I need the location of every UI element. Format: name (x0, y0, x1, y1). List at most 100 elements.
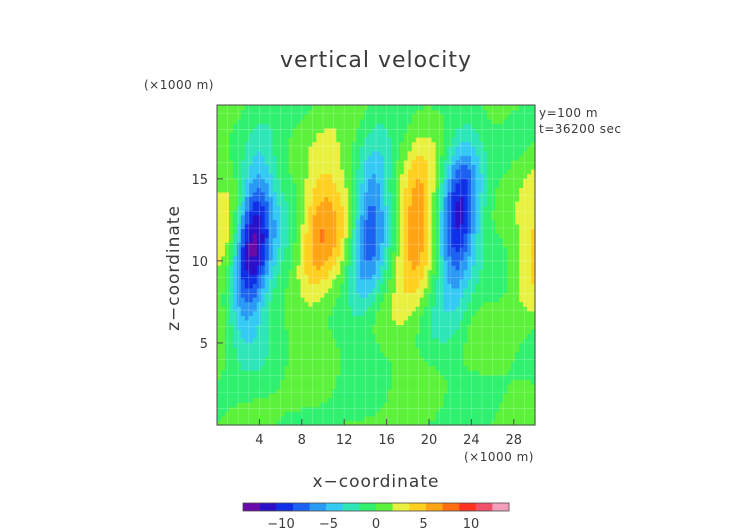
heatmap-cell (431, 411, 437, 417)
heatmap-cell (463, 402, 469, 408)
heatmap-cell (296, 411, 302, 417)
heatmap-cell (403, 415, 409, 422)
heatmap-cell (268, 233, 274, 239)
heatmap-cell (383, 164, 389, 170)
heatmap-cell (379, 196, 385, 202)
heatmap-cell (383, 297, 389, 303)
heatmap-cell (391, 237, 397, 243)
heatmap-cell (443, 251, 449, 257)
heatmap-cell (256, 292, 262, 298)
heatmap-cell (308, 233, 313, 239)
heatmap-cell (280, 374, 286, 380)
heatmap-cell (324, 306, 329, 312)
heatmap-cell (391, 406, 397, 412)
heatmap-cell (387, 260, 393, 266)
heatmap-cell (220, 342, 226, 348)
heatmap-cell (320, 150, 325, 156)
heatmap-cell (415, 338, 421, 344)
heatmap-cell (308, 255, 313, 262)
heatmap-cell (300, 242, 306, 248)
heatmap-cell (308, 283, 313, 289)
heatmap-cell (292, 141, 298, 147)
heatmap-cell (336, 146, 341, 152)
heatmap-cell (503, 150, 508, 156)
heatmap-cell (503, 361, 508, 367)
heatmap-cell (224, 246, 230, 252)
heatmap-cell (523, 292, 528, 298)
heatmap-cell (296, 315, 302, 321)
heatmap-cell (268, 178, 274, 184)
heatmap-cell (272, 191, 278, 198)
heatmap-cell (507, 347, 512, 353)
heatmap-cell (304, 315, 310, 321)
heatmap-cell (523, 278, 528, 284)
heatmap-cell (312, 342, 317, 348)
heatmap-cell (264, 292, 270, 298)
heatmap-cell (479, 351, 484, 358)
heatmap-cell (431, 164, 437, 170)
heatmap-cell (459, 237, 465, 243)
heatmap-cell (272, 141, 278, 147)
heatmap-cell (360, 260, 365, 266)
heatmap-cell (324, 137, 329, 143)
heatmap-cell (443, 402, 449, 408)
heatmap-cell (531, 365, 536, 371)
heatmap-cell (491, 361, 496, 367)
heatmap-cell (387, 283, 393, 289)
heatmap-cell (292, 159, 298, 166)
heatmap-cell (312, 278, 317, 284)
heatmap-cell (503, 155, 508, 161)
heatmap-cell (387, 146, 393, 152)
heatmap-cell (487, 287, 492, 294)
heatmap-cell (284, 342, 290, 348)
heatmap-cell (364, 146, 369, 152)
heatmap-cell (499, 210, 504, 216)
heatmap-cell (483, 383, 488, 390)
heatmap-cell (344, 347, 349, 353)
heatmap-cell (364, 219, 369, 225)
heatmap-cell (296, 361, 302, 367)
heatmap-cell (332, 278, 337, 284)
heatmap-cell (328, 292, 333, 298)
heatmap-cell (447, 361, 453, 367)
heatmap-cell (459, 292, 465, 298)
heatmap-cell (467, 201, 472, 207)
heatmap-cell (300, 319, 306, 326)
heatmap-cell (344, 269, 349, 275)
heatmap-cell (276, 255, 282, 262)
heatmap-cell (312, 388, 317, 394)
heatmap-cell (228, 137, 234, 143)
y-axis-unit: (×1000 m) (144, 78, 214, 92)
heatmap-cell (376, 255, 381, 262)
heatmap-cell (232, 310, 238, 316)
heatmap-cell (332, 324, 337, 330)
heatmap-cell (236, 242, 242, 248)
heatmap-cell (439, 182, 445, 188)
heatmap-cell (368, 223, 373, 230)
heatmap-cell (356, 283, 361, 289)
heatmap-cell (256, 283, 262, 289)
heatmap-cell (276, 265, 282, 271)
heatmap-cell (336, 306, 341, 312)
heatmap-cell (348, 361, 353, 367)
heatmap-cell (308, 187, 313, 193)
heatmap-cell (443, 383, 449, 390)
heatmap-cell (503, 201, 508, 207)
heatmap-cell (344, 370, 349, 376)
heatmap-cell (407, 214, 413, 220)
heatmap-cell (244, 233, 250, 239)
heatmap-cell (447, 178, 453, 184)
heatmap-cell (391, 196, 397, 202)
heatmap-cell (499, 383, 504, 390)
heatmap-cell (527, 205, 532, 211)
heatmap-cell (463, 274, 469, 280)
heatmap-cell (356, 310, 361, 316)
heatmap-cell (431, 233, 437, 239)
heatmap-cell (240, 415, 246, 422)
heatmap-cell (328, 356, 333, 362)
heatmap-cell (236, 214, 242, 220)
heatmap-cell (228, 173, 234, 179)
heatmap-cell (276, 297, 282, 303)
heatmap-cell (372, 233, 377, 239)
heatmap-cell (217, 178, 222, 184)
